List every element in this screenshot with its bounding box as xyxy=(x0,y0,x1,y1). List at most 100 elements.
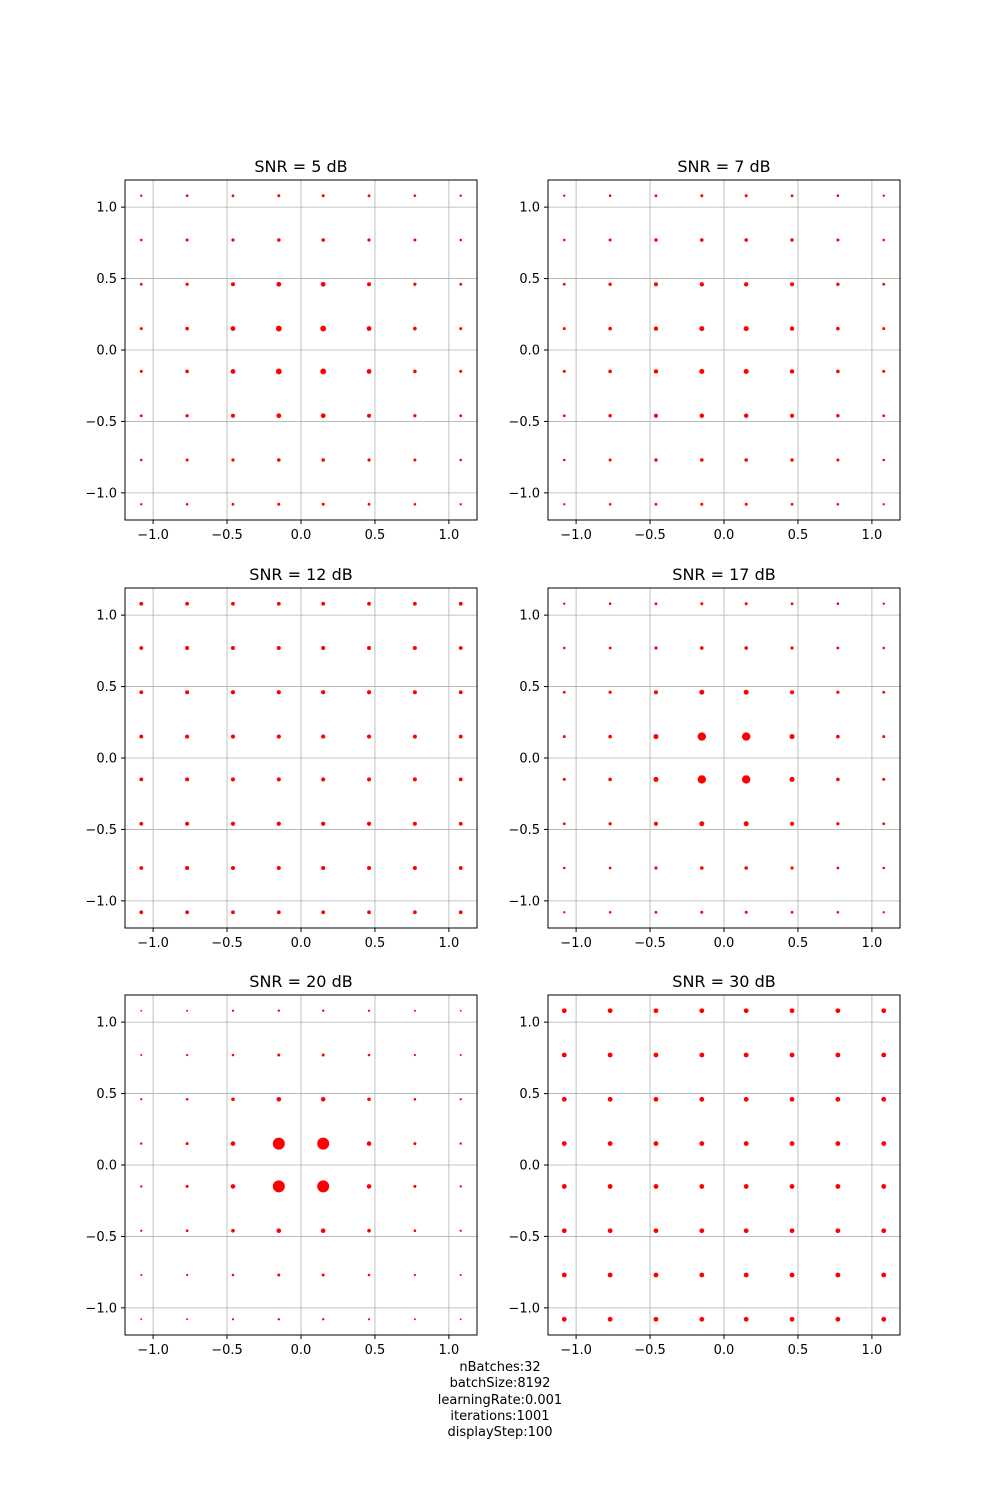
constellation-point xyxy=(744,602,748,606)
constellation-point xyxy=(367,238,371,242)
constellation-point xyxy=(608,238,612,242)
constellation-point xyxy=(608,734,612,739)
constellation-point xyxy=(836,414,840,418)
constellation-point xyxy=(608,502,612,506)
param-batchsize: batchSize:8192 xyxy=(449,1376,551,1392)
constellation-point xyxy=(230,734,236,739)
constellation-point xyxy=(744,238,748,242)
y-tick-label: −1.0 xyxy=(508,894,540,909)
constellation-point xyxy=(185,369,189,374)
constellation-point xyxy=(743,1228,749,1234)
constellation-point xyxy=(413,502,417,506)
y-tick-label: 0.5 xyxy=(519,1087,540,1102)
constellation-point xyxy=(562,369,566,373)
constellation-point xyxy=(790,690,795,695)
constellation-point xyxy=(458,734,463,739)
subplot-6: −1.0 −0.5 0.0 0.5 1.0 1.0 0.5 0.0 −0.5 −1.0 SNR = … xyxy=(508,972,901,1358)
constellation-point xyxy=(882,414,886,418)
constellation-point xyxy=(836,777,840,782)
constellation-point xyxy=(790,866,794,870)
constellation-point xyxy=(367,1053,371,1057)
constellation-point xyxy=(836,369,840,374)
subplot-title: SNR = 12 dB xyxy=(249,565,352,584)
x-tick-label: 1.0 xyxy=(862,936,883,951)
constellation-point xyxy=(140,1229,143,1232)
constellation-point xyxy=(140,1054,143,1056)
constellation-point xyxy=(700,194,704,198)
constellation-point xyxy=(459,327,463,331)
constellation-point xyxy=(413,238,417,242)
constellation-point xyxy=(743,413,749,418)
constellation-point xyxy=(367,282,372,287)
constellation-point xyxy=(276,821,281,826)
constellation-point xyxy=(563,602,566,605)
x-tick-label: 0.5 xyxy=(365,936,386,951)
constellation-point xyxy=(882,327,886,331)
constellation-point xyxy=(743,821,749,827)
x-tick-label: 0.5 xyxy=(788,936,809,951)
constellation-point xyxy=(789,326,795,331)
constellation-point xyxy=(275,368,282,375)
constellation-point xyxy=(562,327,566,331)
constellation-point xyxy=(881,1316,887,1322)
constellation-point xyxy=(276,910,281,915)
constellation-point xyxy=(654,866,658,870)
constellation-point xyxy=(458,910,463,915)
constellation-point xyxy=(836,502,840,506)
constellation-point xyxy=(697,775,707,784)
constellation-point xyxy=(140,503,143,506)
constellation-point xyxy=(231,1318,235,1321)
constellation-point xyxy=(835,1228,841,1234)
constellation-point xyxy=(321,734,326,739)
constellation-point xyxy=(230,282,235,287)
constellation-point xyxy=(321,1273,325,1277)
constellation-point xyxy=(366,1141,372,1146)
constellation-point xyxy=(699,368,705,374)
constellation-point xyxy=(459,1274,462,1276)
x-tick-label: 1.0 xyxy=(439,936,460,951)
constellation-point xyxy=(699,326,705,332)
constellation-point xyxy=(882,503,885,506)
constellation-point xyxy=(139,734,144,739)
constellation-point xyxy=(185,194,189,198)
constellation-point xyxy=(320,368,327,375)
constellation-point xyxy=(561,1316,567,1322)
constellation-point xyxy=(653,821,658,826)
constellation-point xyxy=(277,502,281,506)
constellation-point xyxy=(139,777,144,782)
constellation-point xyxy=(881,1096,887,1102)
constellation-point xyxy=(413,1273,416,1277)
constellation-point xyxy=(412,777,417,782)
constellation-point xyxy=(321,458,325,462)
constellation-point xyxy=(562,690,566,694)
constellation-point xyxy=(185,1097,189,1101)
y-tick-label: 0.0 xyxy=(96,1159,117,1174)
constellation-point xyxy=(367,1097,371,1102)
constellation-point xyxy=(699,413,705,418)
subplot-2: −1.0 −0.5 0.0 0.5 1.0 1.0 0.5 0.0 −0.5 −1.0 SNR = … xyxy=(508,157,901,543)
constellation-point xyxy=(789,776,795,782)
constellation-point xyxy=(276,281,282,287)
constellation-point xyxy=(185,1184,189,1188)
constellation-point xyxy=(367,194,371,198)
constellation-point xyxy=(366,369,372,374)
constellation-point xyxy=(563,911,566,914)
constellation-point xyxy=(231,238,235,242)
constellation-point xyxy=(320,413,326,419)
x-tick-label: −1.0 xyxy=(560,1343,592,1358)
constellation-point xyxy=(459,1318,462,1321)
x-tick-label: −1.0 xyxy=(137,936,169,951)
constellation-point xyxy=(412,690,417,695)
constellation-point xyxy=(321,866,326,870)
constellation-point xyxy=(413,458,417,462)
constellation-point xyxy=(882,646,886,650)
constellation-point xyxy=(185,646,190,650)
constellation-point xyxy=(608,822,612,826)
constellation-point xyxy=(699,1272,705,1278)
constellation-point xyxy=(276,601,281,606)
x-tick-label: −0.5 xyxy=(634,1343,666,1358)
constellation-point xyxy=(561,1272,567,1278)
constellation-point xyxy=(185,777,190,782)
constellation-point xyxy=(367,458,371,462)
constellation-point xyxy=(367,502,371,506)
